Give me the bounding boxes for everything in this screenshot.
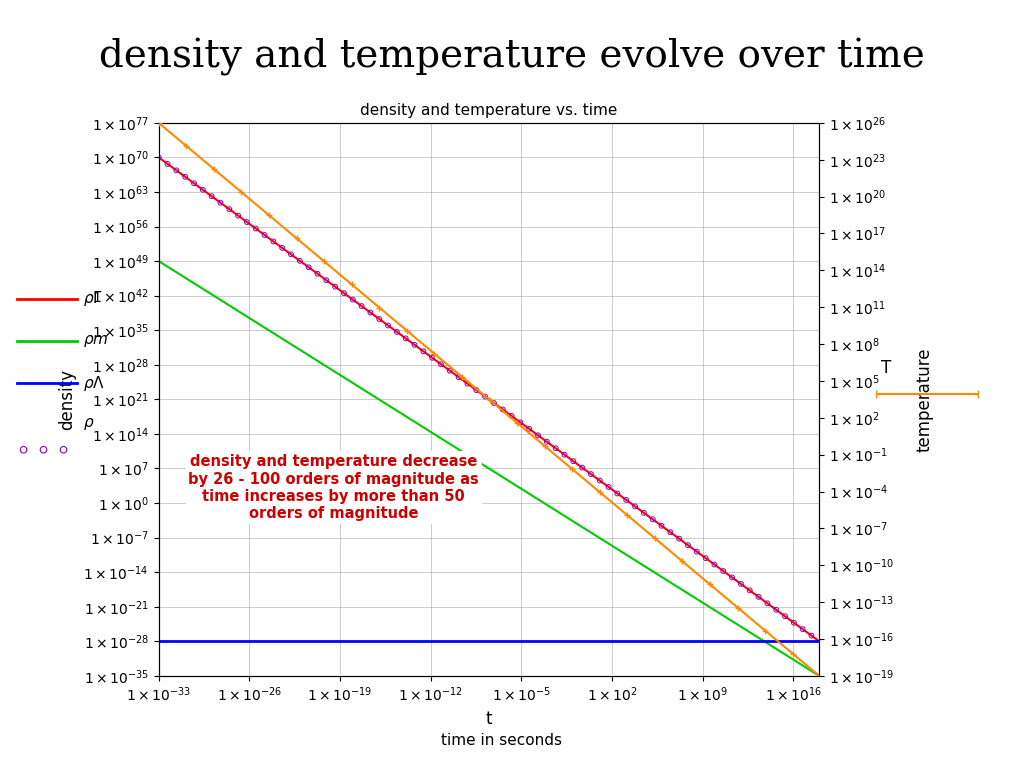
Point xyxy=(521,422,538,435)
Point xyxy=(204,190,220,202)
Point xyxy=(35,444,51,456)
Y-axis label: temperature: temperature xyxy=(915,347,933,452)
Point xyxy=(573,462,590,474)
Point xyxy=(495,403,511,415)
Point xyxy=(389,326,406,338)
Point xyxy=(195,184,211,196)
Text: $\rho$: $\rho$ xyxy=(84,416,95,432)
Text: density and temperature decrease
by 26 - 100 orders of magnitude as
time increas: density and temperature decrease by 26 -… xyxy=(188,454,479,521)
Text: T: T xyxy=(881,359,891,377)
Point xyxy=(485,397,502,409)
Point xyxy=(733,578,750,590)
Point xyxy=(803,630,819,642)
Point xyxy=(451,371,467,383)
Point xyxy=(539,435,555,448)
Point xyxy=(212,197,228,209)
Text: $\rho\Lambda$: $\rho\Lambda$ xyxy=(84,374,105,393)
Point xyxy=(556,449,572,461)
Point xyxy=(512,416,528,429)
Point xyxy=(397,333,414,345)
Point xyxy=(548,442,564,455)
Text: $\rho m$: $\rho m$ xyxy=(84,333,109,349)
Text: $\rho\Gamma$: $\rho\Gamma$ xyxy=(84,289,103,308)
Point xyxy=(707,558,723,571)
Text: density and temperature evolve over time: density and temperature evolve over time xyxy=(99,38,925,76)
Point xyxy=(239,216,255,228)
Point xyxy=(741,584,758,597)
Point xyxy=(680,539,696,551)
Point xyxy=(618,494,635,506)
Point xyxy=(697,552,714,564)
Point xyxy=(318,274,335,286)
Point xyxy=(327,280,343,293)
Title: density and temperature vs. time: density and temperature vs. time xyxy=(360,103,617,118)
Point xyxy=(636,507,652,519)
Point xyxy=(283,248,299,260)
Point xyxy=(627,500,643,512)
Point xyxy=(477,390,494,402)
Point xyxy=(609,488,626,500)
Point xyxy=(751,591,767,603)
Point xyxy=(15,444,32,456)
Point xyxy=(230,210,247,222)
Point xyxy=(177,170,194,183)
Point xyxy=(274,242,291,254)
Point xyxy=(592,475,608,487)
Point xyxy=(583,468,599,480)
Point xyxy=(663,526,679,538)
Point xyxy=(292,255,308,267)
Text: time in seconds: time in seconds xyxy=(441,733,562,748)
Point xyxy=(715,564,731,577)
Point xyxy=(362,306,379,319)
Point xyxy=(300,261,316,273)
Point xyxy=(309,267,326,280)
Point xyxy=(433,358,450,370)
Point xyxy=(644,513,660,525)
Point xyxy=(160,157,176,170)
Point xyxy=(168,164,184,177)
Point xyxy=(777,610,794,622)
Point xyxy=(460,377,476,389)
Point xyxy=(759,598,775,610)
Y-axis label: density: density xyxy=(58,369,77,430)
Point xyxy=(185,177,202,190)
Point xyxy=(724,571,740,584)
Point xyxy=(504,410,520,422)
Point xyxy=(380,319,396,332)
Point xyxy=(407,339,423,351)
Point xyxy=(565,455,582,467)
Point xyxy=(441,365,458,377)
X-axis label: t: t xyxy=(485,710,493,728)
Point xyxy=(55,444,72,456)
Point xyxy=(248,223,264,235)
Point xyxy=(600,481,616,493)
Point xyxy=(371,313,387,325)
Point xyxy=(468,384,484,396)
Point xyxy=(345,293,361,306)
Point xyxy=(768,604,784,616)
Point xyxy=(415,345,431,357)
Point xyxy=(151,151,167,164)
Point xyxy=(221,203,238,215)
Point xyxy=(256,229,272,241)
Point xyxy=(529,429,546,442)
Point xyxy=(353,300,370,313)
Point xyxy=(336,287,352,300)
Point xyxy=(688,545,705,558)
Point xyxy=(265,235,282,247)
Point xyxy=(671,532,687,545)
Point xyxy=(424,352,440,364)
Point xyxy=(653,520,670,532)
Point xyxy=(795,623,811,635)
Point xyxy=(785,617,802,629)
